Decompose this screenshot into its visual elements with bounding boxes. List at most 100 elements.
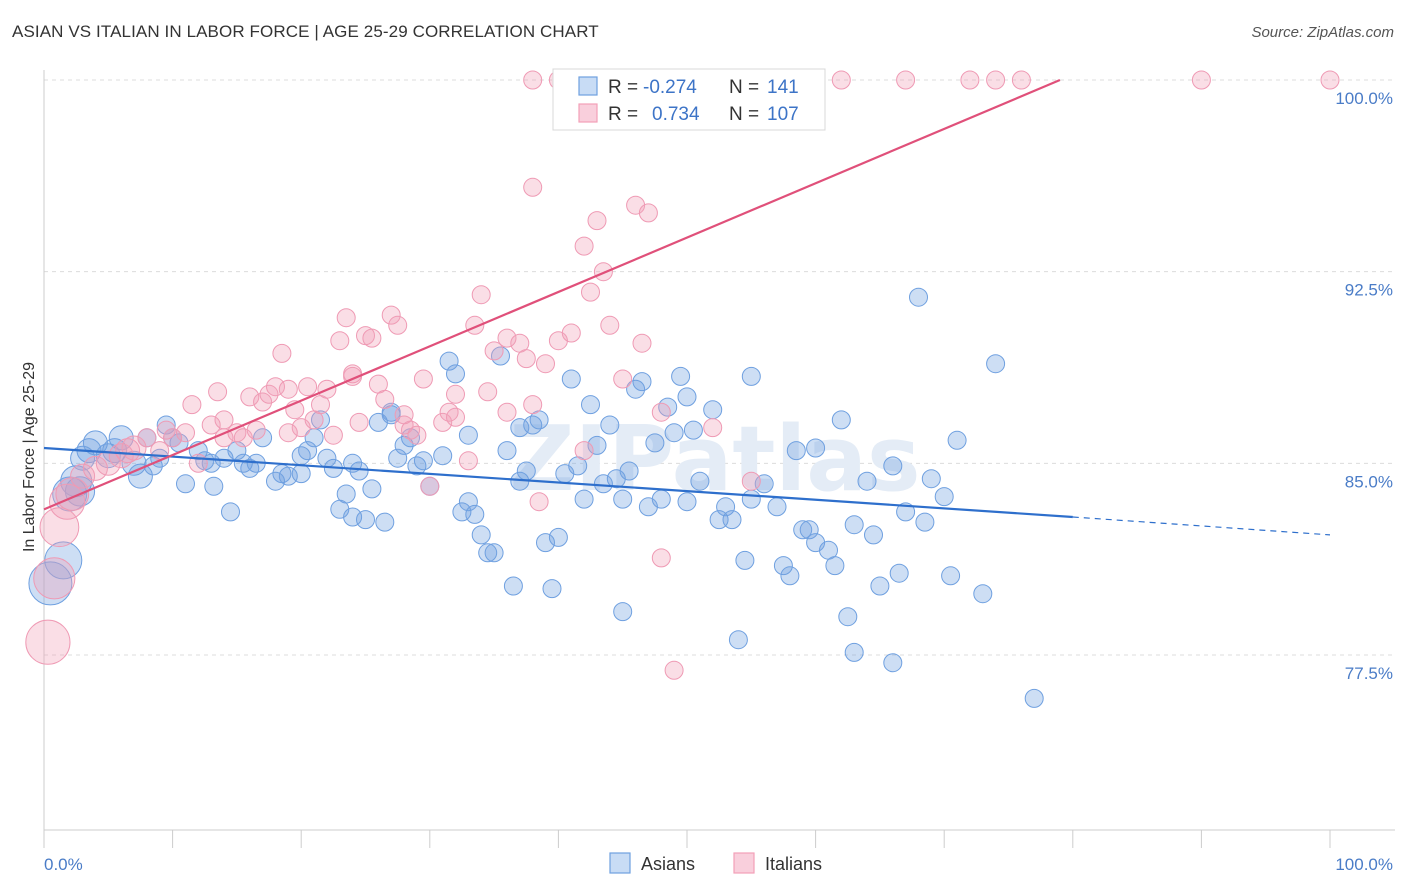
point-asians-120 (941, 566, 961, 586)
point-italians-56 (478, 382, 498, 402)
point-asians-59 (497, 441, 517, 461)
point-italians-50 (433, 412, 453, 432)
x-tick-label-1: 100.0% (1335, 855, 1393, 874)
point-asians-53 (458, 492, 478, 512)
point-italians-36 (336, 308, 356, 328)
point-italians-55 (471, 285, 491, 305)
point-asians-132 (458, 425, 478, 445)
point-italians-63 (536, 354, 555, 374)
point-italians-77 (523, 177, 543, 197)
y-tick-labels: 77.5% 85.0% 92.5% 100.0% (1335, 89, 1393, 683)
point-italians-52 (446, 384, 465, 404)
point-asians-101 (786, 441, 806, 461)
legend-n-value-asians: 141 (767, 77, 799, 98)
point-asians-6 (82, 430, 108, 456)
point-asians-73 (587, 435, 607, 455)
point-asians-78 (619, 461, 639, 481)
point-asians-112 (870, 576, 890, 596)
point-asians-116 (909, 287, 928, 307)
point-asians-31 (311, 410, 330, 430)
point-italians-16 (201, 415, 221, 435)
point-italians-66 (574, 236, 594, 256)
point-asians-141 (64, 476, 96, 507)
point-italians-81 (278, 423, 298, 443)
point-asians-89 (690, 471, 710, 491)
point-asians-118 (921, 469, 941, 489)
y-tick-label-0: 77.5% (1345, 664, 1393, 683)
point-italians-24 (259, 384, 279, 404)
point-italians-74 (638, 203, 658, 223)
point-asians-124 (1024, 688, 1044, 708)
point-asians-77 (613, 602, 633, 622)
point-italians-43 (381, 305, 401, 325)
point-italians-86 (574, 441, 594, 461)
point-italians-90 (523, 70, 543, 90)
point-italians-75 (651, 548, 671, 568)
point-italians-26 (272, 343, 292, 363)
point-asians-22 (233, 453, 253, 473)
point-italians-76 (664, 660, 684, 680)
point-italians-30 (298, 377, 318, 397)
point-asians-107 (831, 410, 851, 430)
point-asians-121 (947, 430, 967, 450)
point-italians-83 (394, 405, 414, 425)
point-asians-103 (799, 520, 819, 540)
legend-swatch-asians (578, 76, 598, 96)
point-asians-135 (677, 387, 697, 407)
point-asians-90 (703, 400, 723, 420)
point-asians-85 (664, 423, 684, 443)
point-italians-103 (986, 70, 1006, 90)
bottom-legend-label-italians: Italians (765, 854, 822, 874)
point-italians-38 (349, 412, 369, 432)
point-italians-104 (1011, 70, 1031, 90)
point-italians-6 (82, 455, 108, 481)
point-italians-42 (375, 389, 395, 409)
point-italians-53 (458, 451, 478, 471)
point-asians-137 (806, 438, 826, 458)
legend-r-label-italians: R = (608, 104, 638, 125)
point-italians-65 (561, 323, 581, 343)
point-asians-82 (645, 433, 665, 453)
point-italians-60 (516, 349, 536, 369)
point-italians-21 (240, 387, 260, 407)
point-italians-27 (278, 379, 298, 399)
point-italians-40 (362, 328, 382, 348)
bottom-legend-swatch-italians (733, 852, 755, 874)
point-italians-62 (529, 492, 549, 512)
point-asians-60 (503, 576, 523, 596)
point-asians-23 (240, 458, 260, 478)
point-asians-129 (291, 464, 311, 484)
data-points (25, 70, 1340, 708)
legend-n-label-asians: N = (729, 77, 759, 98)
legend-n-label-italians: N = (729, 104, 759, 125)
point-asians-58 (491, 346, 510, 366)
y-tick-label-3: 100.0% (1335, 89, 1393, 108)
point-asians-87 (677, 492, 697, 512)
x-tick-label-0: 0.0% (44, 855, 83, 874)
series-asians (28, 287, 1044, 708)
point-asians-110 (857, 471, 877, 491)
point-italians-1 (33, 557, 76, 600)
point-asians-100 (780, 566, 800, 586)
point-asians-56 (478, 543, 498, 563)
y-axis-title: In Labor Force | Age 25-29 (21, 362, 38, 552)
point-asians-102 (793, 520, 813, 540)
trend-lines (43, 78, 1331, 536)
point-italians-68 (587, 211, 607, 231)
point-italians-67 (581, 282, 600, 302)
point-asians-138 (844, 515, 864, 535)
point-italians-14 (182, 395, 202, 415)
point-asians-47 (413, 451, 433, 471)
point-asians-86 (671, 366, 691, 386)
point-asians-74 (593, 474, 613, 494)
point-asians-25 (266, 471, 285, 491)
bottom-legend-swatch-asians (609, 852, 631, 874)
point-asians-84 (658, 397, 678, 417)
point-asians-18 (204, 476, 224, 496)
y-tick-label-1: 85.0% (1345, 472, 1393, 491)
point-italians-100 (831, 70, 851, 90)
point-italians-69 (593, 262, 613, 282)
point-asians-65 (536, 533, 555, 553)
grid-lines (44, 79, 1395, 656)
point-italians-89 (741, 471, 761, 491)
